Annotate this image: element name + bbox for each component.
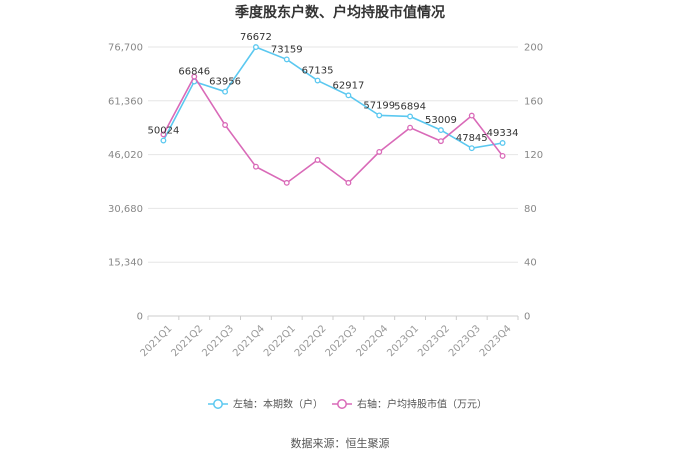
left-tick-label: 15,340: [108, 258, 143, 269]
x-tick-label: 2022Q3: [324, 323, 360, 359]
series-point-right: [345, 179, 352, 186]
source-note: 数据来源：恒生聚源: [291, 436, 390, 450]
x-tick-label: 2022Q4: [354, 323, 390, 359]
x-tick-label: 2021Q3: [200, 323, 236, 359]
data-label: 66846: [178, 67, 210, 78]
series-point-right: [376, 148, 383, 155]
axes: 0 0 15,340 40 30,680 80 46,020 120 61,360 160 76,7…: [108, 43, 543, 360]
chart-title: 季度股东户数、户均持股市值情况: [234, 4, 445, 21]
left-tick-label: 0: [137, 312, 143, 323]
series-point-left: [437, 127, 444, 134]
legend[interactable]: 左轴：本期数（户） 右轴：户均持股市值（万元）: [208, 398, 487, 411]
x-tick-label: 2023Q4: [478, 323, 514, 359]
series-point-right: [407, 124, 414, 131]
data-label: 62917: [333, 80, 365, 91]
data-label: 76672: [240, 32, 272, 43]
x-tick-label: 2021Q4: [231, 323, 267, 359]
series-point-left: [468, 145, 475, 152]
left-tick-label: 61,360: [108, 96, 143, 107]
left-tick-label: 46,020: [108, 150, 143, 161]
left-tick-label: 76,700: [108, 43, 143, 54]
legend-marker: [213, 399, 223, 409]
x-tick-label: 2022Q2: [293, 323, 329, 359]
grid: [148, 46, 518, 263]
series-point-right: [499, 152, 506, 159]
x-tick-label: 2021Q1: [139, 323, 175, 359]
legend-label: 右轴：户均持股市值（万元）: [357, 398, 487, 411]
x-tick-label: 2023Q3: [447, 323, 483, 359]
series-point-left: [222, 88, 229, 95]
series-point-right: [160, 131, 167, 138]
data-label: 73159: [271, 44, 303, 55]
data-label: 50024: [148, 126, 180, 137]
left-tick-label: 30,680: [108, 204, 143, 215]
right-tick-label: 160: [524, 96, 543, 107]
data-label: 49334: [487, 128, 519, 139]
right-tick-label: 120: [524, 150, 543, 161]
series-point-left: [407, 113, 414, 120]
series-point-right: [252, 163, 259, 170]
legend-label: 左轴：本期数（户）: [233, 398, 323, 411]
series-layer: [160, 44, 506, 186]
right-tick-label: 80: [524, 204, 537, 215]
series-line-right: [162, 75, 504, 184]
data-label: 63956: [209, 77, 241, 88]
right-tick-label: 40: [524, 258, 537, 269]
series-point-right: [468, 112, 475, 119]
series-point-right: [283, 179, 290, 186]
series-point-right: [222, 122, 229, 128]
series-point-left: [252, 44, 259, 51]
x-tick-label: 2022Q1: [262, 323, 298, 359]
right-tick-label: 200: [524, 43, 543, 54]
legend-marker: [337, 399, 347, 409]
data-label: 57199: [363, 100, 395, 111]
data-label: 53009: [425, 115, 457, 126]
series-point-right: [191, 73, 198, 80]
series-point-left: [499, 140, 506, 146]
series-point-right: [314, 157, 321, 163]
data-label: 56894: [394, 101, 426, 112]
data-label: 47845: [456, 133, 488, 144]
series-point-left: [160, 137, 167, 144]
x-tick-label: 2023Q2: [416, 323, 452, 359]
series-line-left: [162, 46, 503, 150]
series-point-left: [283, 56, 290, 63]
data-label: 67135: [302, 66, 334, 77]
series-point-left: [314, 77, 321, 84]
x-tick-label: 2023Q1: [385, 323, 421, 359]
series-point-right: [437, 138, 444, 145]
right-tick-label: 0: [524, 312, 530, 323]
series-point-left: [376, 112, 383, 119]
x-tick-label: 2021Q2: [169, 323, 205, 359]
series-point-left: [345, 92, 352, 99]
